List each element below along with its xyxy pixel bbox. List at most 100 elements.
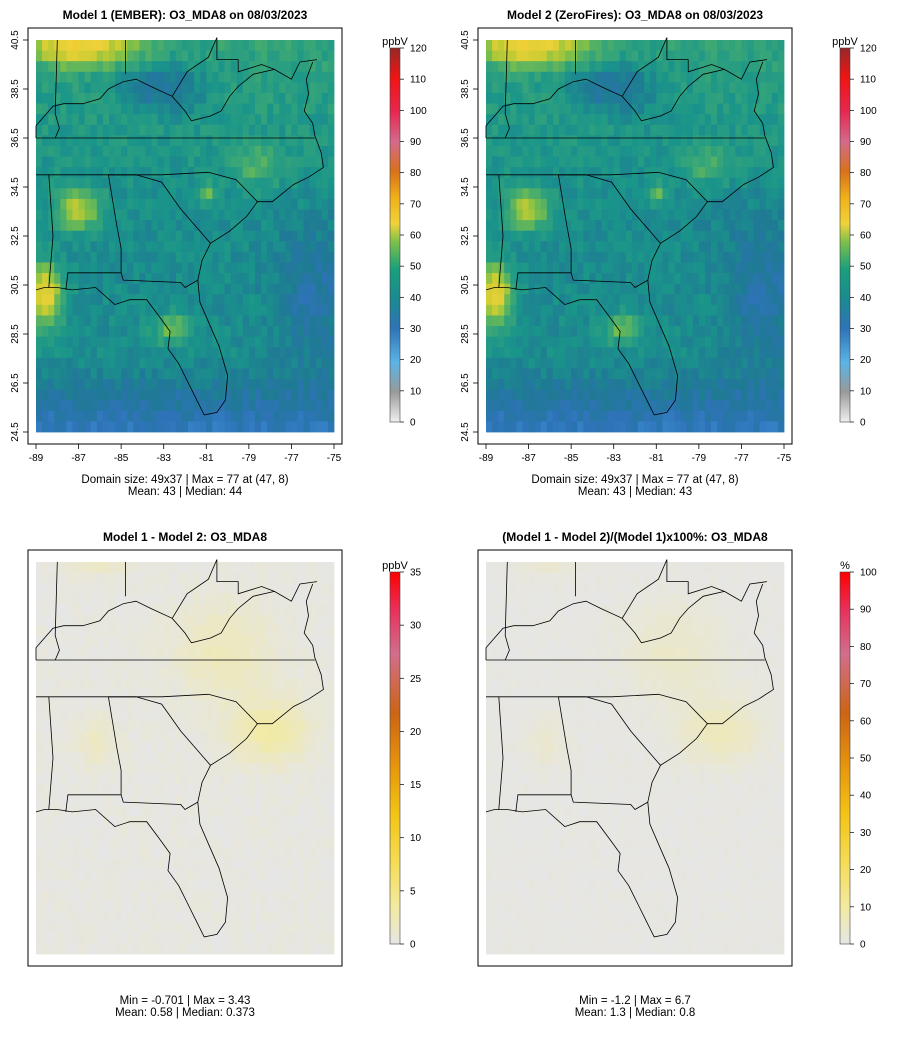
heatmap-cell — [157, 167, 165, 179]
heatmap-cell — [108, 773, 116, 785]
heatmap-cell — [650, 421, 657, 433]
heatmap-cell — [704, 379, 712, 391]
heatmap-cell — [188, 720, 195, 732]
heatmap-cell — [42, 795, 49, 807]
heatmap-cell — [127, 283, 134, 295]
heatmap-cell — [133, 347, 140, 359]
heatmap-cell — [729, 135, 736, 147]
heatmap-cell — [279, 103, 286, 115]
heatmap-cell — [60, 731, 67, 743]
heatmap-cell — [242, 742, 250, 754]
heatmap-cell — [321, 805, 329, 817]
heatmap-cell — [242, 177, 250, 189]
heatmap-cell — [169, 678, 177, 690]
heatmap-cell — [102, 400, 110, 412]
heatmap-cell — [486, 273, 493, 285]
heatmap-cell — [42, 657, 49, 669]
colorbar-tick-label: 30 — [410, 324, 422, 335]
heatmap-cell — [60, 625, 67, 637]
heatmap-cell — [723, 389, 730, 401]
heatmap-cell — [218, 177, 225, 189]
heatmap-cell — [771, 124, 779, 136]
heatmap-cell — [133, 209, 140, 221]
heatmap-cell — [108, 156, 116, 168]
heatmap-cell — [771, 177, 779, 189]
heatmap-cell — [254, 230, 262, 242]
heatmap-cell — [327, 368, 335, 380]
heatmap-cell — [175, 742, 183, 754]
heatmap-cell — [747, 347, 754, 359]
heatmap-cell — [492, 368, 499, 380]
heatmap-cell — [692, 389, 700, 401]
heatmap-cell — [236, 795, 244, 807]
heatmap-cell — [771, 357, 779, 369]
heatmap-cell — [48, 326, 55, 338]
heatmap-cell — [662, 71, 669, 83]
heatmap-cell — [291, 103, 298, 115]
heatmap-cell — [498, 304, 505, 316]
heatmap-cell — [729, 251, 736, 263]
heatmap-cell — [151, 742, 159, 754]
heatmap-cell — [631, 114, 639, 126]
heatmap-cell — [662, 336, 669, 348]
heatmap-cell — [327, 82, 335, 94]
heatmap-cell — [723, 167, 730, 179]
heatmap-cell — [674, 326, 682, 338]
heatmap-cell — [698, 241, 706, 253]
heatmap-cell — [169, 421, 177, 433]
heatmap-cell — [741, 61, 748, 73]
heatmap-cell — [261, 357, 268, 369]
heatmap-cell — [236, 752, 244, 764]
heatmap-cell — [644, 145, 651, 157]
heatmap-cell — [254, 667, 262, 679]
heatmap-cell — [552, 198, 560, 210]
heatmap-cell — [267, 583, 274, 595]
axes: -89 -87 -85 -83 -81 -79 -77 -7524.526.528.530.5… — [460, 30, 792, 464]
heatmap-cell — [625, 251, 633, 263]
heatmap-cell — [638, 400, 645, 412]
heatmap-cell — [200, 71, 207, 83]
heatmap-cell — [765, 389, 773, 401]
heatmap-cell — [157, 347, 165, 359]
heatmap-cell — [90, 167, 98, 179]
heatmap-cell — [84, 731, 92, 743]
heatmap-cell — [321, 82, 329, 94]
heatmap-cell — [72, 124, 79, 136]
heatmap-cell — [267, 689, 274, 701]
heatmap-cell — [747, 230, 754, 242]
heatmap-cell — [145, 636, 152, 648]
heatmap-cell — [78, 572, 86, 584]
heatmap-cell — [504, 347, 511, 359]
heatmap-cell — [169, 625, 177, 637]
heatmap-cell — [206, 241, 213, 253]
heatmap-cell — [242, 368, 250, 380]
heatmap-cell — [552, 220, 560, 232]
heatmap-cell — [261, 326, 268, 338]
heatmap-cell — [145, 816, 152, 828]
heatmap-cell — [115, 816, 122, 828]
heatmap-cell — [42, 816, 49, 828]
heatmap-cell — [771, 103, 779, 115]
heatmap-cell — [121, 562, 128, 573]
heatmap-cell — [206, 720, 213, 732]
heatmap-cell — [84, 400, 92, 412]
heatmap-cell — [60, 283, 67, 295]
heatmap-cell — [90, 188, 98, 200]
heatmap-cell — [571, 82, 578, 94]
heatmap-cell — [84, 763, 92, 775]
heatmap-cell — [558, 304, 566, 316]
heatmap-cell — [327, 763, 335, 775]
heatmap-cell — [522, 71, 529, 83]
heatmap-cell — [327, 593, 335, 605]
heatmap-cell — [90, 209, 98, 221]
heatmap-cell — [516, 156, 523, 168]
heatmap-cell — [619, 167, 627, 179]
heatmap-cell — [650, 368, 657, 380]
heatmap-cell — [303, 92, 311, 104]
heatmap-cell — [680, 410, 688, 422]
heatmap-cell — [723, 230, 730, 242]
heatmap-cell — [558, 156, 566, 168]
heatmap-cell — [711, 220, 718, 232]
heatmap-cell — [291, 710, 298, 722]
heatmap-cell — [236, 92, 244, 104]
